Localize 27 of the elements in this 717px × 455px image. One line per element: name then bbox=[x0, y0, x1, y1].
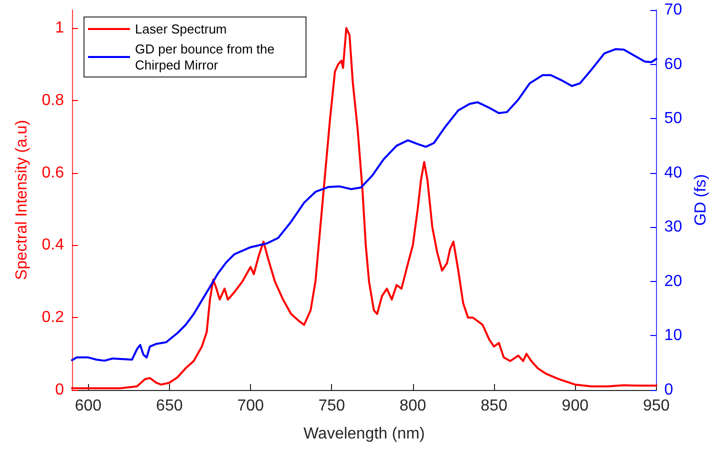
x-axis-title: Wavelength (nm) bbox=[304, 426, 425, 442]
legend-label: GD per bounce from the Chirped Mirror bbox=[135, 42, 278, 72]
y-tick-label: 0.8 bbox=[42, 92, 64, 109]
y2-tick-label: 20 bbox=[664, 272, 682, 290]
y2-tick-label: 50 bbox=[664, 110, 682, 128]
x-tick-label: 650 bbox=[156, 398, 183, 414]
x-tick-label: 850 bbox=[480, 398, 508, 414]
y2-axis-title: GD (fs) bbox=[692, 174, 710, 226]
y2-tick-label: 30 bbox=[664, 218, 682, 236]
y-axis-title: Spectral Intensity (a.u) bbox=[14, 120, 30, 280]
y2-tick-label: 10 bbox=[664, 327, 682, 344]
x-tick-label: 750 bbox=[318, 398, 346, 414]
x-tick-label: 800 bbox=[399, 398, 426, 414]
x-tick-label: 700 bbox=[237, 398, 264, 414]
x-tick-label: 600 bbox=[74, 398, 102, 414]
y-tick-label: 0.2 bbox=[42, 309, 64, 326]
y-tick-label: 0.4 bbox=[42, 236, 64, 254]
y2-tick-label: 40 bbox=[664, 164, 682, 182]
y-tick-label: 1 bbox=[55, 20, 64, 37]
y2-tick-label: 0 bbox=[664, 382, 674, 398]
y-tick-label: 0 bbox=[55, 382, 64, 398]
y2-tick-label: 60 bbox=[664, 56, 682, 73]
legend-label: Laser Spectrum bbox=[135, 22, 227, 36]
x-tick-label: 950 bbox=[642, 398, 670, 414]
y-tick-label: 0.6 bbox=[42, 164, 64, 182]
x-tick-label: 900 bbox=[562, 398, 589, 414]
y2-tick-label: 70 bbox=[664, 2, 682, 18]
